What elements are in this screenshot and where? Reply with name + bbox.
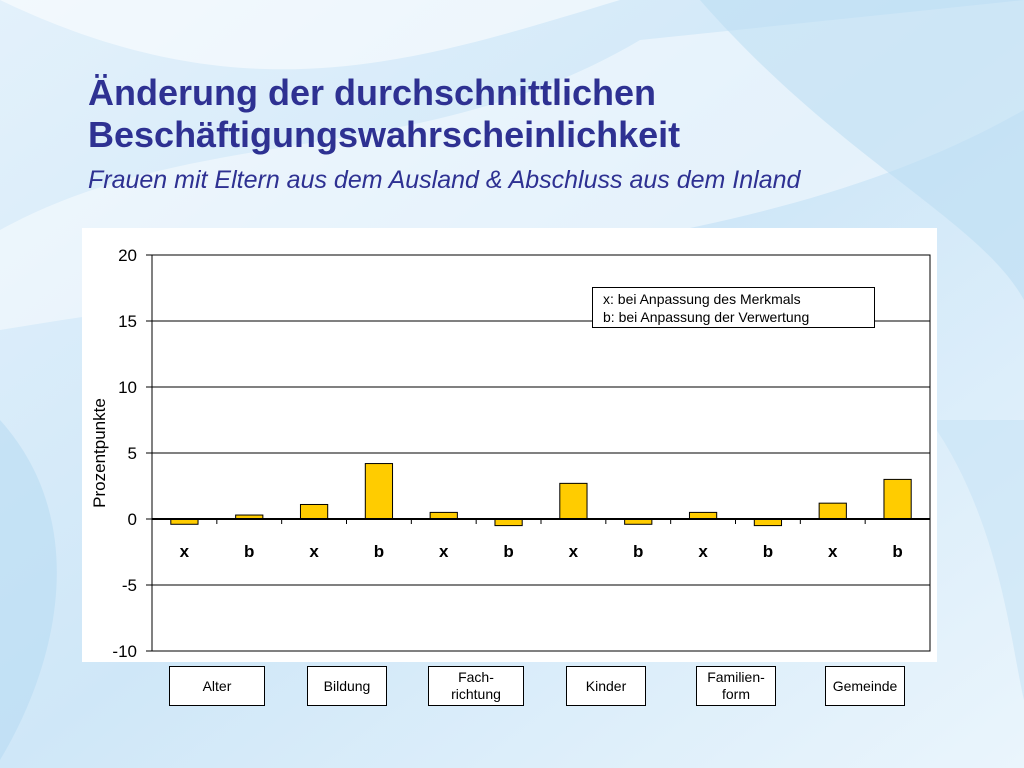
chart-legend: x: bei Anpassung des Merkmals b: bei Anp…: [592, 287, 875, 328]
group-label: Familien- form: [696, 666, 776, 706]
x-category-label: x: [828, 542, 838, 561]
y-tick-label: 15: [118, 312, 137, 331]
group-label: Kinder: [566, 666, 646, 706]
x-category-label: b: [763, 542, 773, 561]
x-category-label: b: [892, 542, 902, 561]
x-category-label: x: [180, 542, 190, 561]
y-tick-label: 0: [128, 510, 137, 529]
y-tick-label: 10: [118, 378, 137, 397]
y-tick-label: 5: [128, 444, 137, 463]
group-label: Bildung: [307, 666, 387, 706]
bars: [170, 463, 912, 527]
bar: [559, 482, 588, 520]
bar: [299, 503, 329, 520]
y-tick-label: -10: [112, 642, 137, 661]
y-axis-ticks: -10 -5 0 5 10 15 20: [112, 246, 152, 661]
bar: [818, 502, 847, 520]
x-category-label: x: [569, 542, 579, 561]
title-line-2: Beschäftigungswahrscheinlichkeit: [88, 114, 681, 155]
x-category-label: b: [374, 542, 384, 561]
group-label: Alter: [169, 666, 265, 706]
x-category-label: b: [633, 542, 643, 561]
legend-line-b: b: bei Anpassung der Verwertung: [603, 309, 810, 325]
bar: [364, 463, 394, 520]
x-category-label: x: [309, 542, 319, 561]
y-tick-label: 20: [118, 246, 137, 265]
legend-line-x: x: bei Anpassung des Merkmals: [603, 291, 801, 307]
title-line-1: Änderung der durchschnittlichen: [88, 72, 657, 113]
group-label: Fach- richtung: [428, 666, 524, 706]
x-category-label: x: [698, 542, 708, 561]
x-category-label: x: [439, 542, 449, 561]
y-axis-label: Prozentpunkte: [90, 398, 109, 508]
x-category-label: b: [503, 542, 513, 561]
slide-subtitle: Frauen mit Eltern aus dem Ausland & Absc…: [88, 166, 801, 194]
bar: [883, 478, 912, 520]
chart-grid: [152, 320, 930, 586]
slide-title: Änderung der durchschnittlichen Beschäft…: [88, 72, 680, 156]
group-label: Gemeinde: [825, 666, 905, 706]
x-category-label: b: [244, 542, 254, 561]
y-tick-label: -5: [122, 576, 137, 595]
